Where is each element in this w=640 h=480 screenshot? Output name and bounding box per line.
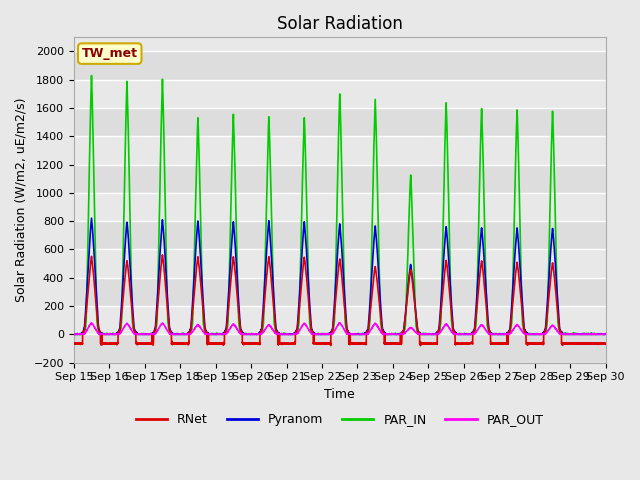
Title: Solar Radiation: Solar Radiation (277, 15, 403, 33)
Bar (74, 278, 605, 306)
Text: TW_met: TW_met (82, 47, 138, 60)
Bar (74, 334, 605, 362)
Bar (74, 221, 605, 250)
Bar (74, 165, 605, 193)
Bar (74, 51, 605, 80)
X-axis label: Time: Time (324, 388, 355, 401)
Bar (74, 108, 605, 136)
Y-axis label: Solar Radiation (W/m2, uE/m2/s): Solar Radiation (W/m2, uE/m2/s) (15, 98, 28, 302)
Legend: RNet, Pyranom, PAR_IN, PAR_OUT: RNet, Pyranom, PAR_IN, PAR_OUT (131, 408, 548, 431)
